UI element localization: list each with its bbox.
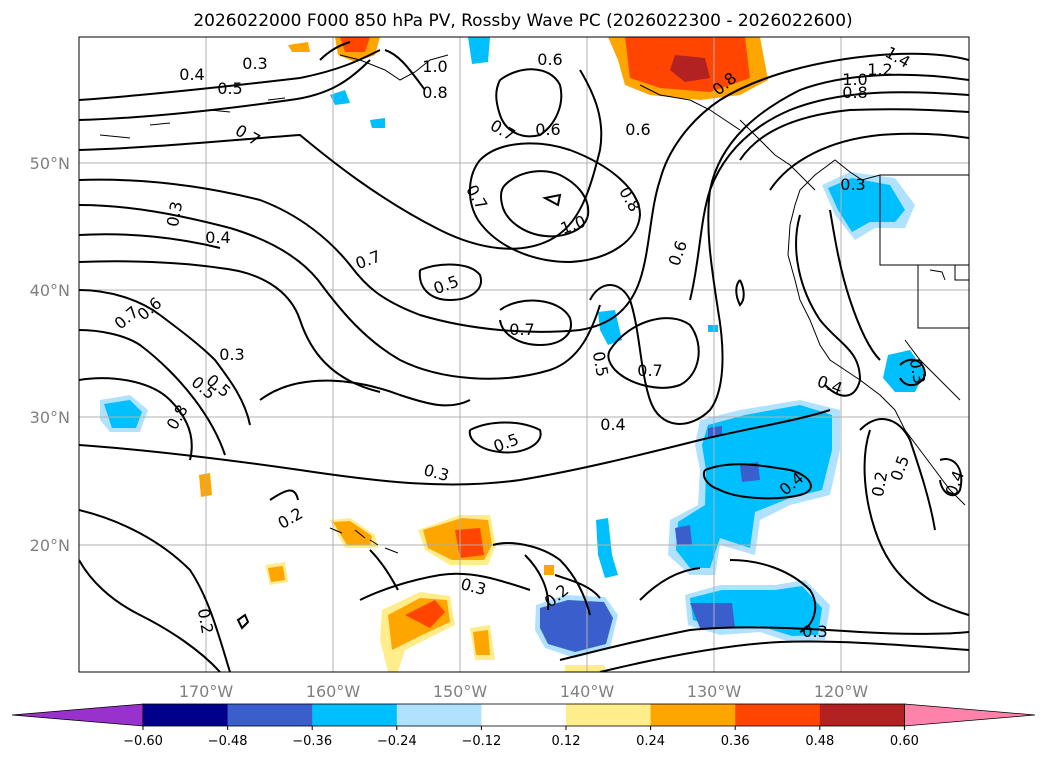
colorbar-segment	[566, 704, 652, 726]
contour-label: 0.8	[422, 83, 447, 102]
colorbar-extend-high	[904, 703, 1036, 727]
map-panel: 0.3 0.4 0.5 0.7 1.0 0.8 0.6 0.7 0.6 0.6 …	[78, 36, 970, 673]
colorbar-tick-label: −0.12	[461, 734, 501, 749]
positive-anomaly-dark	[670, 55, 710, 82]
colorbar-tick-label: 0.12	[552, 734, 581, 749]
contour-label: 0.8	[842, 83, 867, 102]
contour-label: 0.3	[163, 200, 186, 228]
lon-label-150w: 150°W	[433, 682, 488, 701]
lon-label-160w: 160°W	[306, 682, 361, 701]
lat-label-40n: 40°N	[30, 281, 70, 300]
colorbar-segment	[312, 704, 398, 726]
contour-label: 0.6	[625, 120, 650, 139]
colorbar-segment	[143, 704, 229, 726]
contour-label: 0.3	[219, 345, 244, 364]
colorbar-segments	[11, 703, 1036, 727]
lat-label-50n: 50°N	[30, 154, 70, 173]
contour-label: 0.4	[600, 415, 625, 434]
graticule	[79, 37, 969, 672]
longitude-labels: 170°W 160°W 150°W 140°W 130°W 120°W	[179, 682, 869, 701]
colorbar-segment	[735, 704, 821, 726]
colorbar-tick-label: −0.24	[377, 734, 417, 749]
map-frame	[78, 36, 970, 673]
colorbar-segment	[227, 704, 313, 726]
contour-label: 0.5	[217, 79, 242, 98]
lat-label-20n: 20°N	[30, 536, 70, 555]
contour-label: 1.0	[842, 70, 867, 89]
colorbar-frame	[142, 703, 905, 727]
contour-label: 0.3	[840, 175, 865, 194]
colorbar-tick-label: −0.60	[123, 734, 163, 749]
contour-label: 1.0	[422, 57, 447, 76]
map-title: 2026022000 F000 850 hPa PV, Rossby Wave …	[193, 11, 852, 31]
shaded-anomalies	[100, 37, 925, 672]
colorbar-tick-label: −0.48	[208, 734, 248, 749]
colorbar: −0.60 −0.48 −0.36 −0.24 −0.12 0.12 0.24 0.36 0.4…	[11, 703, 1036, 749]
lon-label-140w: 140°W	[560, 682, 615, 701]
contour-label: 0.7	[637, 361, 662, 380]
colorbar-tick-labels: −0.60 −0.48 −0.36 −0.24 −0.12 0.12 0.24 0.36 0.4…	[123, 726, 919, 749]
colorbar-segment	[481, 704, 567, 726]
contour-label: 1.2	[867, 60, 892, 79]
lon-label-130w: 130°W	[687, 682, 742, 701]
contour-label: 0.3	[802, 622, 827, 641]
lat-label-30n: 30°N	[30, 408, 70, 427]
colorbar-segment	[650, 704, 736, 726]
colorbar-segment	[396, 704, 482, 726]
contour-label: 0.5	[589, 350, 612, 378]
contour-label: 0.6	[537, 50, 562, 69]
contour-label: 0.2	[194, 607, 217, 635]
contour-label: 0.3	[906, 357, 929, 385]
pv-contours	[79, 41, 969, 672]
colorbar-tick-label: 0.48	[805, 734, 834, 749]
colorbar-tick-label: −0.36	[292, 734, 332, 749]
contour-label: 0.4	[179, 65, 204, 84]
contour-label: 0.7	[509, 320, 534, 339]
colorbar-tick-label: 0.36	[721, 734, 750, 749]
colorbar-extend-low	[11, 703, 144, 727]
latitude-labels: 50°N 40°N 30°N 20°N	[30, 154, 70, 555]
contour-label: 0.4	[205, 228, 230, 247]
contour-label: 0.3	[242, 54, 267, 73]
colorbar-tick-label: 0.60	[890, 734, 919, 749]
contour-label: 0.6	[535, 120, 560, 139]
lon-label-120w: 120°W	[814, 682, 869, 701]
colorbar-tick-label: 0.24	[636, 734, 665, 749]
colorbar-segment	[819, 704, 905, 726]
lon-label-170w: 170°W	[179, 682, 234, 701]
contour-label: 0.2	[868, 470, 891, 498]
